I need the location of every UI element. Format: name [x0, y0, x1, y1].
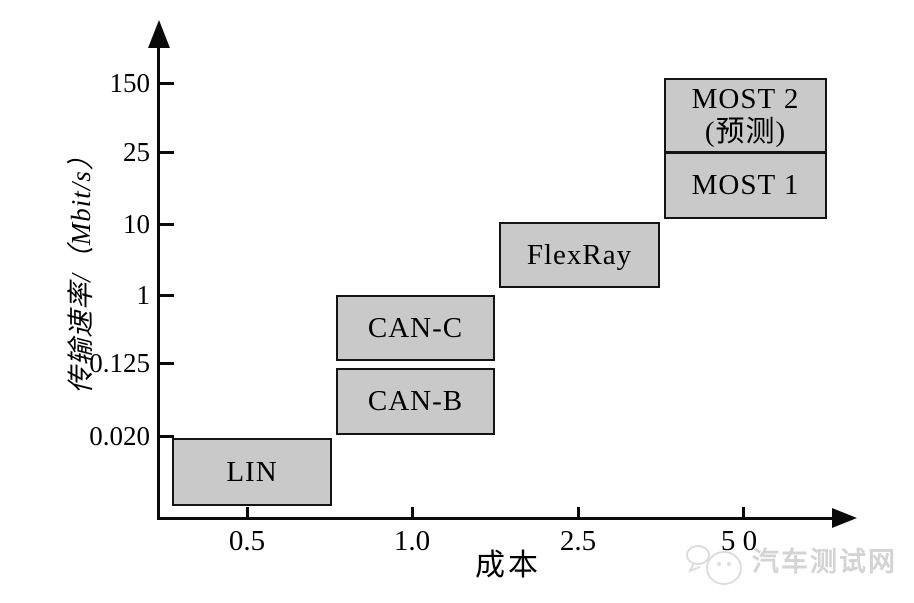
- y-axis-title: 传输速率/（Mbit/s）: [66, 142, 96, 394]
- y-tick-10: [160, 223, 174, 226]
- block-lin: LIN: [172, 438, 332, 506]
- y-axis-arrow-icon: [148, 20, 170, 48]
- block-can-c: CAN-C: [336, 295, 495, 361]
- block-label: FlexRay: [526, 238, 633, 271]
- y-tick-label: 150: [109, 68, 151, 98]
- block-can-b: CAN-B: [336, 368, 495, 435]
- block-label: LIN: [226, 455, 278, 488]
- watermark-text: 汽车测试网: [752, 547, 897, 577]
- y-tick-150: [160, 82, 174, 85]
- x-axis-line: [157, 517, 837, 520]
- x-tick-label: 0.5: [228, 525, 266, 557]
- block-label: MOST 1: [691, 169, 800, 202]
- x-tick-50: [742, 507, 745, 517]
- block-most1: MOST 1: [664, 152, 827, 219]
- block-label: MOST 2: [691, 83, 800, 116]
- watermark-mascot-icon: [686, 545, 742, 585]
- block-flexray: FlexRay: [499, 222, 660, 288]
- block-sublabel: (预测): [704, 115, 787, 148]
- block-most2: MOST 2 (预测): [664, 78, 827, 153]
- y-tick-label: 10: [123, 209, 150, 239]
- x-tick-25: [577, 507, 580, 517]
- block-label: CAN-B: [367, 385, 464, 418]
- y-tick-label: 25: [123, 137, 150, 167]
- x-tick-05: [246, 507, 249, 517]
- y-tick-1: [160, 294, 174, 297]
- y-tick-label: 1: [136, 280, 151, 310]
- y-tick-25: [160, 151, 174, 154]
- x-axis-title: 成本: [475, 549, 541, 582]
- y-tick-label: 0.125: [89, 348, 150, 378]
- x-tick-label: 1.0: [393, 525, 431, 557]
- y-tick-0125: [160, 362, 174, 365]
- y-tick-label: 0.020: [89, 421, 150, 451]
- block-label: CAN-C: [367, 311, 464, 344]
- x-tick-10: [411, 507, 414, 517]
- y-axis-line: [157, 34, 160, 520]
- x-axis-arrow-icon: [832, 508, 857, 528]
- x-tick-label: 2.5: [559, 525, 597, 557]
- y-tick-0020: [160, 435, 174, 438]
